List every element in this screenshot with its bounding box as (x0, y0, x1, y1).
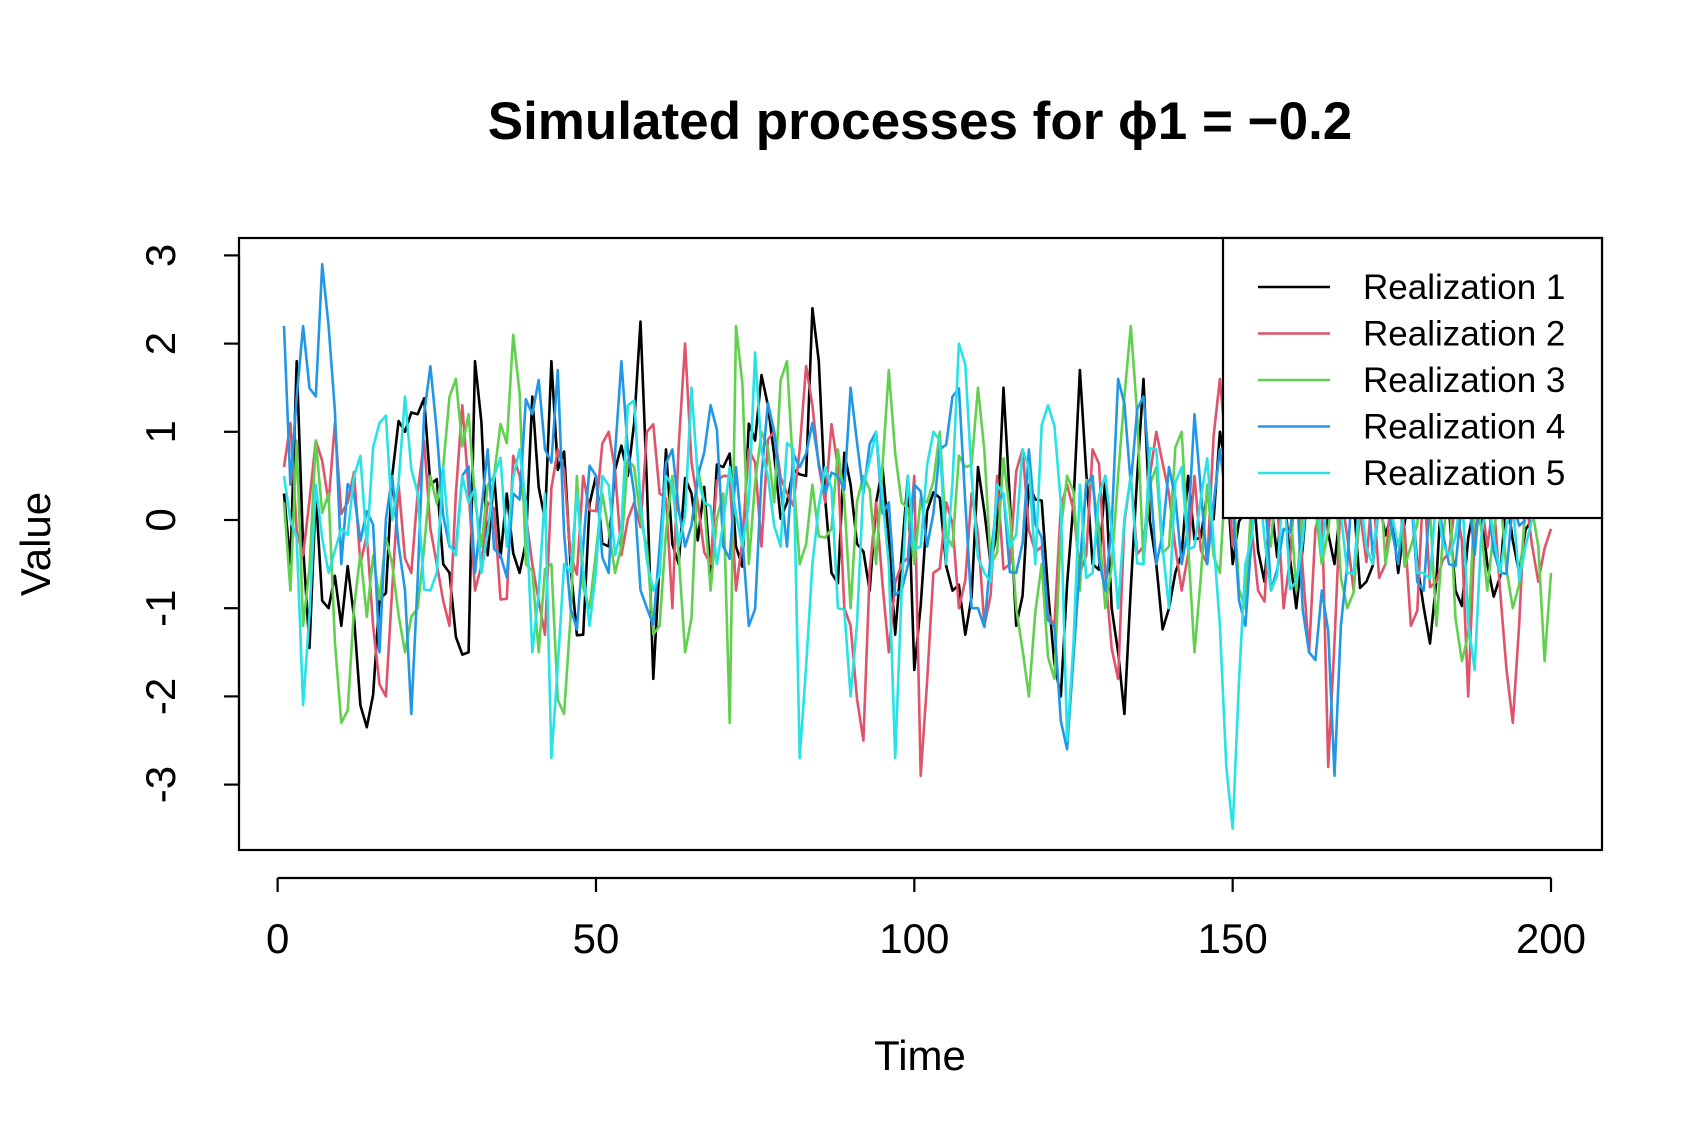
y-tick-label: -3 (137, 766, 184, 803)
x-tick-label: 200 (1516, 915, 1586, 962)
y-tick-label: 1 (137, 420, 184, 443)
legend-label-5: Realization 5 (1363, 454, 1565, 493)
legend-label-1: Realization 1 (1363, 268, 1565, 307)
x-axis-title: Time (874, 1032, 966, 1079)
legend: Realization 1 Realization 2 Realization 3 R… (1221, 236, 1604, 520)
legend-label-2: Realization 2 (1363, 315, 1565, 354)
x-tick-label: 100 (879, 915, 949, 962)
legend-label-4: Realization 4 (1363, 408, 1565, 447)
x-axis: 0 50 100 150 200 (266, 876, 1586, 962)
x-tick-label: 150 (1198, 915, 1268, 962)
y-tick-label: 0 (137, 508, 184, 531)
y-tick-label: -2 (137, 678, 184, 715)
y-tick-label: 2 (137, 332, 184, 355)
y-tick-label: -1 (137, 590, 184, 627)
y-axis-title: Value (12, 492, 59, 596)
y-axis: -3 -2 -1 0 1 2 3 (137, 244, 241, 803)
x-tick-label: 50 (573, 915, 620, 962)
series-line-5 (282, 342, 1534, 830)
series-line-3 (282, 324, 1553, 725)
y-tick-label: 3 (137, 244, 184, 267)
legend-box (1221, 236, 1604, 520)
legend-label-3: Realization 3 (1363, 361, 1565, 400)
x-tick-label: 0 (266, 915, 289, 962)
chart-title: Simulated processes for ϕ1 = −0.2 (488, 92, 1353, 151)
